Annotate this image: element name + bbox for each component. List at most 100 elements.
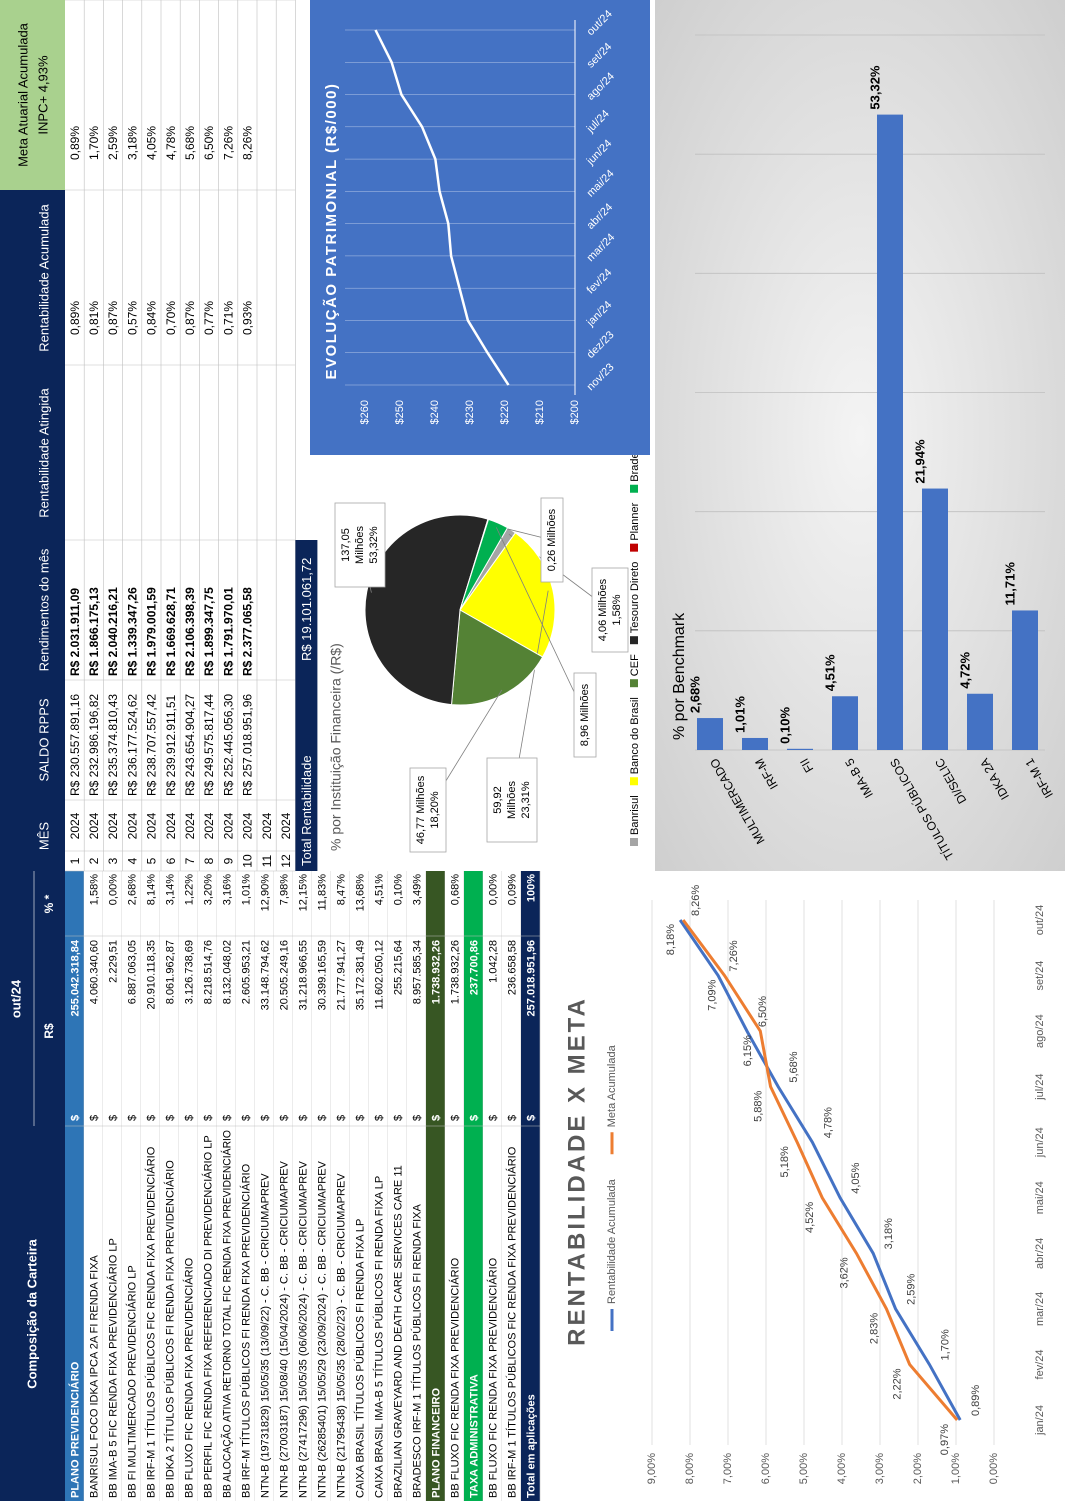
currency: $ xyxy=(259,1115,271,1121)
fund-value: 20.505.249,16 xyxy=(278,940,290,1010)
fund-pct: 0,10% xyxy=(392,874,404,905)
label-box xyxy=(334,502,386,588)
currency: $ xyxy=(506,1115,518,1121)
x-tick-label: abr/24 xyxy=(1034,1238,1046,1269)
fund-pct: 3,14% xyxy=(164,874,176,905)
meta-header-text: INPC+ 4,93% xyxy=(35,55,50,135)
data-label: 2,83% xyxy=(868,1313,880,1344)
fund-value: 21.777.941,27 xyxy=(335,940,347,1010)
label-box xyxy=(540,497,564,583)
fund-value: 1.738.932,26 xyxy=(430,940,442,1004)
balance: R$ 239.912.911,51 xyxy=(164,694,178,796)
percentage: 0,89% xyxy=(68,301,82,335)
table-row xyxy=(122,871,141,1501)
pie-slice xyxy=(459,532,556,658)
data-label: 1,70% xyxy=(939,1329,951,1360)
label-box xyxy=(409,767,447,853)
data-label: 7,09% xyxy=(706,979,718,1010)
legend-swatch xyxy=(630,777,638,786)
data-label: 4,51% xyxy=(822,654,837,691)
meta-header xyxy=(0,0,65,190)
income: R$ 2.377.065,58 xyxy=(241,587,255,676)
fund-value: 35.172.381,49 xyxy=(354,940,366,1010)
currency: $ xyxy=(354,1115,366,1121)
year: 2024 xyxy=(279,812,293,839)
year: 2024 xyxy=(164,812,178,839)
fund-name: CAIXA BRASIL TÍTULOS PÚBLICOS FI RENDA F… xyxy=(353,1219,366,1498)
table-row xyxy=(445,871,464,1501)
currency: $ xyxy=(487,1115,499,1121)
data-label: 8,26% xyxy=(690,885,702,916)
month-number: 6 xyxy=(164,857,178,864)
y-tick-label: $220 xyxy=(499,400,511,424)
data-label: 0,10% xyxy=(777,707,792,744)
x-tick-label: jul/24 xyxy=(1034,1074,1046,1101)
chart-background xyxy=(655,0,1065,871)
leader-line xyxy=(495,527,586,716)
currency: $ xyxy=(373,1115,385,1121)
percentage: 3,18% xyxy=(125,126,139,160)
table-row xyxy=(255,871,274,1501)
fund-pct: 4,51% xyxy=(373,874,385,905)
year: 2024 xyxy=(202,812,216,839)
fund-value: 30.399.165,59 xyxy=(316,940,328,1010)
currency: $ xyxy=(411,1115,423,1121)
currency: $ xyxy=(468,1115,480,1121)
fund-name: BB IRF-M 1 TÍTULOS PÚBLICOS FIC RENDA FI… xyxy=(144,1146,157,1498)
currency: $ xyxy=(164,1115,176,1121)
month-number: 1 xyxy=(68,857,82,864)
fund-name: BB FI MULTIMERCADO PREVIDENCIÁRIO LP xyxy=(125,1265,138,1498)
fund-name: NTN-B (27417296) 15/05/35 (06/06/2024) -… xyxy=(297,1160,309,1498)
bar xyxy=(877,114,903,750)
fund-pct: 1,22% xyxy=(183,874,195,905)
column-header: Rentabilidade Atingida xyxy=(36,388,51,518)
fund-value: 255.042.318,84 xyxy=(69,939,81,1016)
data-label: 53,32% xyxy=(368,526,380,564)
data-label: 4,52% xyxy=(804,1202,816,1233)
table-row xyxy=(407,871,426,1501)
category-label: FII xyxy=(797,756,816,775)
percentage: 0,93% xyxy=(241,301,255,335)
legend-swatch xyxy=(630,636,638,645)
legend-label: Rentabilidade Acumulada xyxy=(606,1178,618,1304)
fund-name: BB PERFIL FIC RENDA FIXA REFERENCIADO DI… xyxy=(201,1135,214,1498)
percentage: 0,81% xyxy=(87,301,101,335)
x-tick-label: mar/24 xyxy=(1034,1292,1046,1326)
data-label: 0,26 Milhões xyxy=(546,508,558,571)
month-number: 10 xyxy=(241,854,255,868)
percentage: 6,50% xyxy=(202,126,216,160)
percentage: 0,57% xyxy=(125,301,139,335)
table-row xyxy=(521,871,540,1501)
y-tick-label: $260 xyxy=(359,400,371,424)
fund-pct: 0,68% xyxy=(449,874,461,905)
bar xyxy=(697,718,723,750)
total-row xyxy=(295,540,318,871)
currency: $ xyxy=(126,1115,138,1121)
bar xyxy=(742,737,768,750)
year: 2024 xyxy=(125,812,139,839)
fund-pct: 7,98% xyxy=(278,874,290,905)
currency: $ xyxy=(202,1115,214,1121)
income: R$ 1.866.175,13 xyxy=(87,587,101,676)
balance: R$ 257.018.951,96 xyxy=(241,694,255,796)
month-number: 12 xyxy=(279,854,293,868)
bar xyxy=(967,693,993,750)
percentage: 0,84% xyxy=(145,301,159,335)
data-label: 1,01% xyxy=(732,696,747,733)
data-label: Milhões xyxy=(354,526,366,564)
legend-swatch xyxy=(630,484,638,493)
data-label: 18,20% xyxy=(429,791,441,829)
fund-name: Total em aplicações xyxy=(525,1394,537,1498)
line-series xyxy=(374,29,510,386)
fund-pct: 0,00% xyxy=(487,874,499,905)
income: R$ 2.040.216,21 xyxy=(106,587,120,676)
fund-name: NTN-B (21795438) 15/05/35 (28/02/23) - C… xyxy=(335,1173,347,1498)
pie-slice xyxy=(364,514,489,706)
percentage: 0,77% xyxy=(202,301,216,335)
data-label: Milhões xyxy=(506,781,518,819)
month-number: 9 xyxy=(221,857,235,864)
fund-name: TAXA ADMINISTRATIVA xyxy=(468,1374,480,1498)
